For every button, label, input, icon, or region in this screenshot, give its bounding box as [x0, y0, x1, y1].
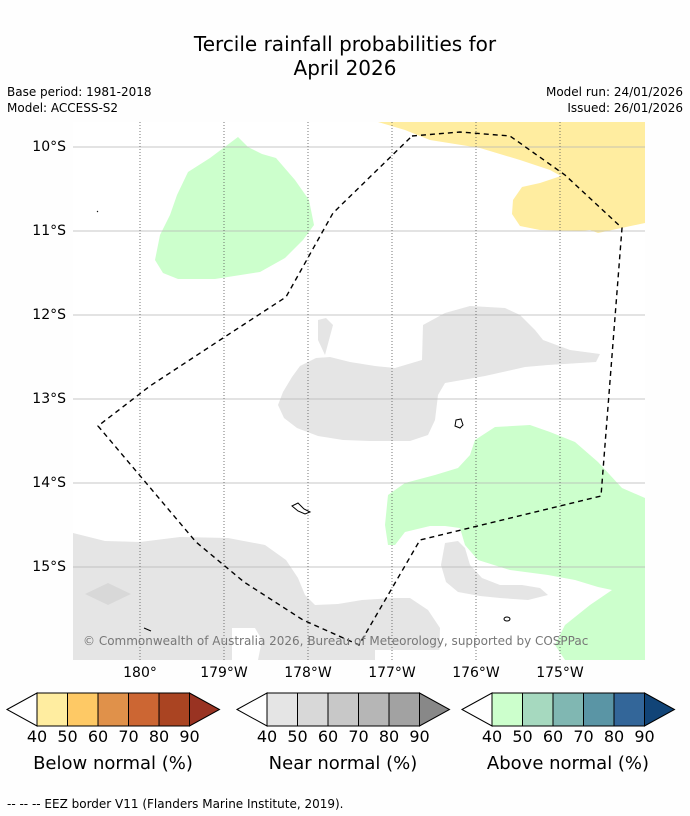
- colorbar-under-triangle: [5, 692, 38, 727]
- latitude-gridlines: [73, 146, 645, 568]
- lat-label: 11°S: [32, 223, 66, 239]
- colorbar-tick-label: 70: [348, 727, 369, 746]
- colorbar-tick-label: 80: [603, 727, 625, 746]
- above-normal-region-north: [155, 137, 314, 279]
- lon-label: 175°W: [536, 665, 584, 681]
- colorbar-near-normal: [235, 692, 451, 727]
- colorbar-tick-label: 40: [256, 727, 278, 746]
- lat-label: 15°S: [32, 559, 66, 575]
- above-normal-region-southeast: [385, 425, 645, 660]
- legend-label-below: Below normal (%): [33, 753, 193, 774]
- colorbar-segment: [327, 692, 359, 727]
- legend-label-above: Above normal (%): [486, 753, 650, 774]
- colorbar-segment: [583, 692, 615, 727]
- model-run: Model run: 24/01/2026: [545, 85, 683, 99]
- near-normal-region-southeast: [441, 541, 548, 600]
- lat-label: 13°S: [32, 391, 66, 407]
- island-west: [143, 627, 152, 632]
- colorbar-above-normal: [460, 692, 676, 727]
- colorbar-tick-label: 70: [118, 727, 139, 746]
- colorbar-segment: [522, 692, 554, 727]
- lat-label: 10°S: [32, 139, 66, 155]
- lat-label: 12°S: [32, 307, 66, 323]
- gap-region: [232, 628, 440, 660]
- colorbar-below-normal: [5, 692, 221, 727]
- colorbar-tick-label: 90: [179, 727, 200, 746]
- colorbar-tick-label: 50: [512, 727, 533, 746]
- colorbar-tick-label: 40: [481, 727, 503, 746]
- lon-label: 180°: [123, 665, 157, 681]
- colorbar-segment: [67, 692, 99, 727]
- base-period: Base period: 1981-2018: [7, 85, 152, 99]
- lat-label: 14°S: [32, 475, 66, 491]
- near-normal-dark-patch: [85, 583, 131, 605]
- colorbar-segment: [266, 692, 298, 727]
- colorbar-segment: [97, 692, 129, 727]
- near-normal-region-southwest: [73, 533, 440, 660]
- title-line-1: Tercile rainfall probabilities for: [193, 32, 497, 56]
- colorbar-segment: [552, 692, 584, 727]
- lon-label: 179°W: [200, 665, 248, 681]
- near-normal-region-central: [278, 306, 600, 441]
- title-line-2: April 2026: [293, 56, 397, 80]
- colorbar-tick-label: 50: [57, 727, 78, 746]
- colorbar-under-triangle: [460, 692, 493, 727]
- colorbar-segment: [613, 692, 645, 727]
- colorbar-tick-label: 70: [573, 727, 594, 746]
- colorbar-under-triangle: [235, 692, 268, 727]
- colorbar-tick-label: 60: [87, 727, 109, 746]
- colorbar-tick-label: 50: [287, 727, 308, 746]
- island-kadavu: [291, 502, 312, 515]
- lon-label: 176°W: [452, 665, 500, 681]
- lon-label: 177°W: [368, 665, 416, 681]
- colorbar-tick-label: 60: [542, 727, 564, 746]
- colorbar-segment: [128, 692, 160, 727]
- island-north: [96, 210, 99, 213]
- colorbar-segment: [36, 692, 68, 727]
- below-normal-region: [378, 122, 645, 233]
- lon-label: 178°W: [284, 665, 332, 681]
- colorbar-over-triangle: [189, 692, 221, 727]
- colorbar-tick-label: 90: [634, 727, 655, 746]
- issued-date: Issued: 26/01/2026: [567, 101, 683, 115]
- colorbar-tick-label: 60: [317, 727, 339, 746]
- colorbar-segment: [388, 692, 420, 727]
- copyright-notice: © Commonwealth of Australia 2026, Bureau…: [83, 634, 589, 648]
- colorbar-segment: [358, 692, 390, 727]
- islands: [96, 210, 511, 632]
- model-name: Model: ACCESS-S2: [7, 101, 119, 115]
- colorbar-segment: [158, 692, 190, 727]
- colorbar-over-triangle: [644, 692, 676, 727]
- legend-label-near: Near normal (%): [268, 753, 418, 774]
- island-ono: [503, 616, 511, 622]
- colorbar-segment: [491, 692, 523, 727]
- eez-border: [96, 131, 623, 646]
- colorbar-tick-label: 90: [409, 727, 430, 746]
- eez-footnote: -- -- -- EEZ border V11 (Flanders Marine…: [7, 797, 344, 811]
- island-lakeba: [454, 418, 464, 429]
- colorbar-tick-label: 80: [148, 727, 170, 746]
- colorbar-over-triangle: [419, 692, 451, 727]
- legend-colorbars: [5, 692, 676, 727]
- colorbar-tick-label: 80: [378, 727, 400, 746]
- colorbar-segment: [297, 692, 329, 727]
- colorbar-tick-label: 40: [26, 727, 48, 746]
